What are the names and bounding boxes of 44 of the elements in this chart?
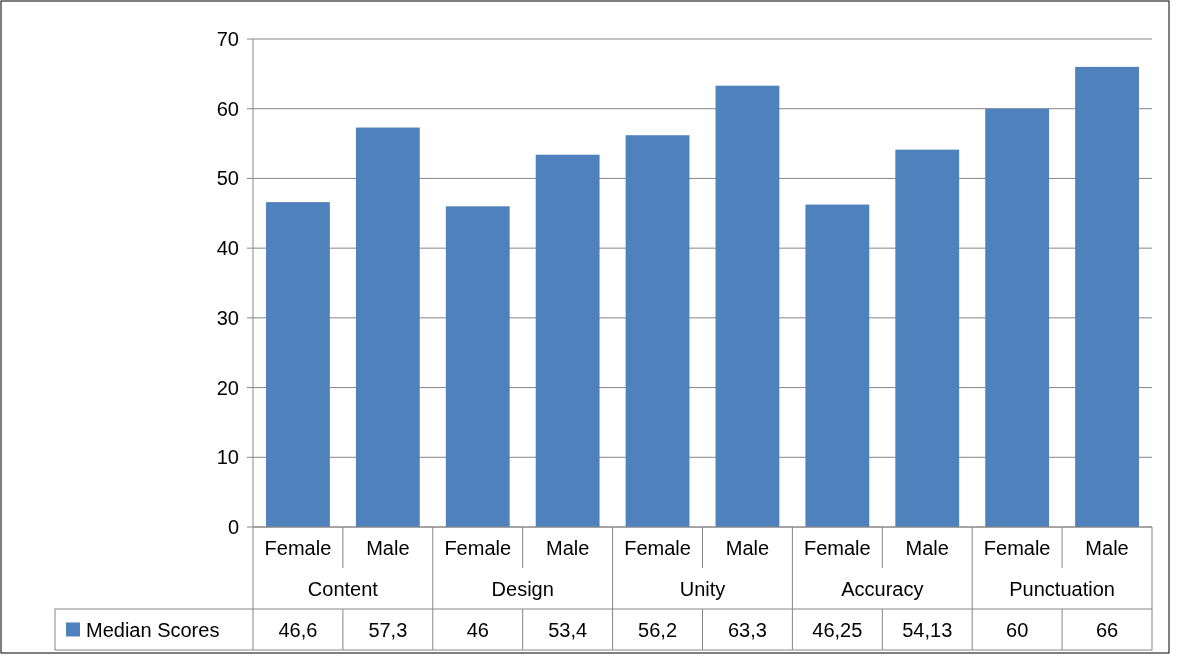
y-tick-label: 70 [216,28,239,50]
x-tick-label: Male [366,536,410,559]
y-tick-label: 50 [216,167,239,190]
y-tick-label: 30 [216,306,239,329]
bar [715,85,780,527]
data-label: 54,13 [902,618,953,641]
x-tick-label: Female [804,536,871,559]
data-label: 57,3 [368,618,408,641]
bar [805,204,870,527]
data-label: 56,2 [638,618,678,641]
data-label: 60 [1006,618,1029,641]
bar [625,135,690,527]
data-label: 53,4 [548,618,588,641]
text: Punctuation [1009,577,1115,600]
y-tick-label: 0 [227,516,239,538]
data-label: 66 [1095,618,1119,641]
bar [355,127,420,527]
y-tick-label: 20 [216,376,239,399]
data-label: 46,25 [812,618,863,641]
data-label: 63,3 [727,618,767,641]
bar [1075,66,1139,527]
bar [895,149,960,527]
y-tick-label: 40 [216,237,239,260]
x-tick-label: Female [624,536,691,559]
x-tick-label: Female [444,536,512,559]
bar [535,154,600,527]
x-tick-label: Male [1085,536,1129,559]
text: Design [491,577,554,600]
y-tick-label: 60 [216,97,239,120]
y-tick-label: 10 [216,446,239,469]
x-tick-label: Male [725,536,770,559]
text: Accuracy [841,577,924,600]
data-label: 46 [466,618,489,641]
legend-label: Median Scores [86,618,220,641]
x-tick-label: Male [545,536,590,559]
bar [445,206,510,527]
x-tick-label: Female [983,536,1051,559]
x-tick-label: Male [905,536,949,559]
text: Unity [679,577,726,600]
text: Content [307,577,379,600]
bar [985,108,1050,527]
x-tick-label: Female [264,536,332,559]
data-label: 46,6 [278,618,318,641]
bar [266,202,330,527]
